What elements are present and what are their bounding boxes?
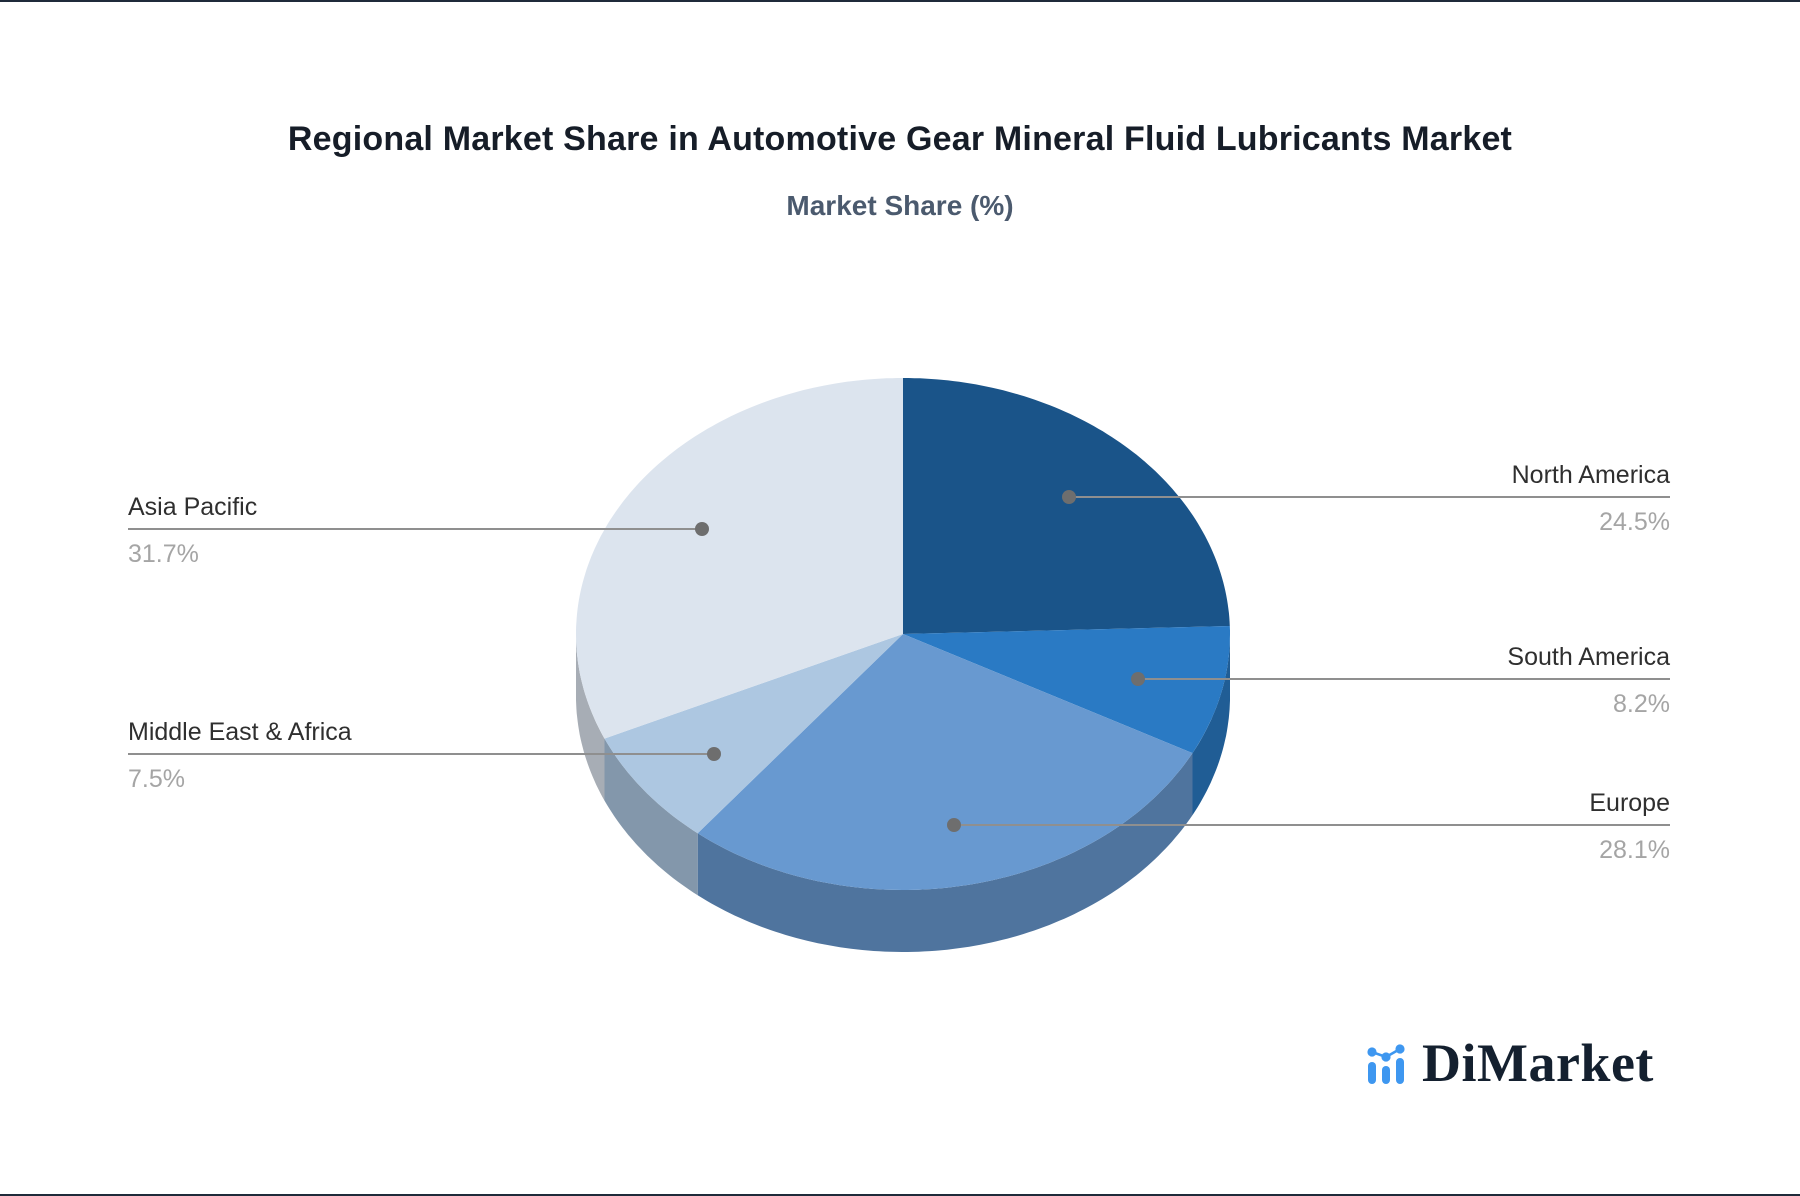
pie-slice-side-asia-pacific [576, 634, 605, 801]
pie-slice-middle-east-africa [604, 634, 903, 834]
pie-slice-side-europe [697, 753, 1193, 952]
leader-dot-south-america [1131, 672, 1145, 686]
slice-name: Europe [1589, 788, 1670, 817]
leader-dot-europe [947, 818, 961, 832]
pie-slice-side-middle-east-africa [604, 738, 698, 896]
pie-3d-sides [576, 634, 1230, 952]
chart-subtitle: Market Share (%) [786, 190, 1014, 221]
pie-slices [576, 378, 1230, 890]
slice-name: North America [1511, 460, 1670, 489]
logo-wordmark: DiMarket [1422, 1033, 1654, 1093]
leader-lines [128, 490, 1670, 832]
slice-value: 31.7% [128, 540, 199, 568]
leader-dot-asia-pacific [695, 522, 709, 536]
pie-slice-south-america [903, 626, 1230, 754]
pie-slice-asia-pacific [576, 378, 903, 739]
slice-name: Middle East & Africa [128, 717, 352, 746]
slice-value: 28.1% [1599, 836, 1670, 864]
leader-dot-middle-east-africa [707, 747, 721, 761]
slice-value: 8.2% [1613, 690, 1670, 718]
slice-name: South America [1507, 642, 1670, 671]
chart-title: Regional Market Share in Automotive Gear… [287, 120, 1513, 158]
pie-slice-side-south-america [1192, 634, 1230, 816]
dimarket-logo: DiMarket [1366, 1033, 1654, 1093]
slice-name: Asia Pacific [128, 492, 258, 521]
bar-chart-trend-icon [1367, 1044, 1405, 1084]
slice-value: 24.5% [1599, 508, 1670, 536]
top-border [0, 0, 1800, 2]
leader-dot-north-america [1062, 490, 1076, 504]
slice-value: 7.5% [128, 765, 185, 793]
bottom-border [0, 1194, 1800, 1196]
pie-slice-north-america [903, 378, 1230, 634]
